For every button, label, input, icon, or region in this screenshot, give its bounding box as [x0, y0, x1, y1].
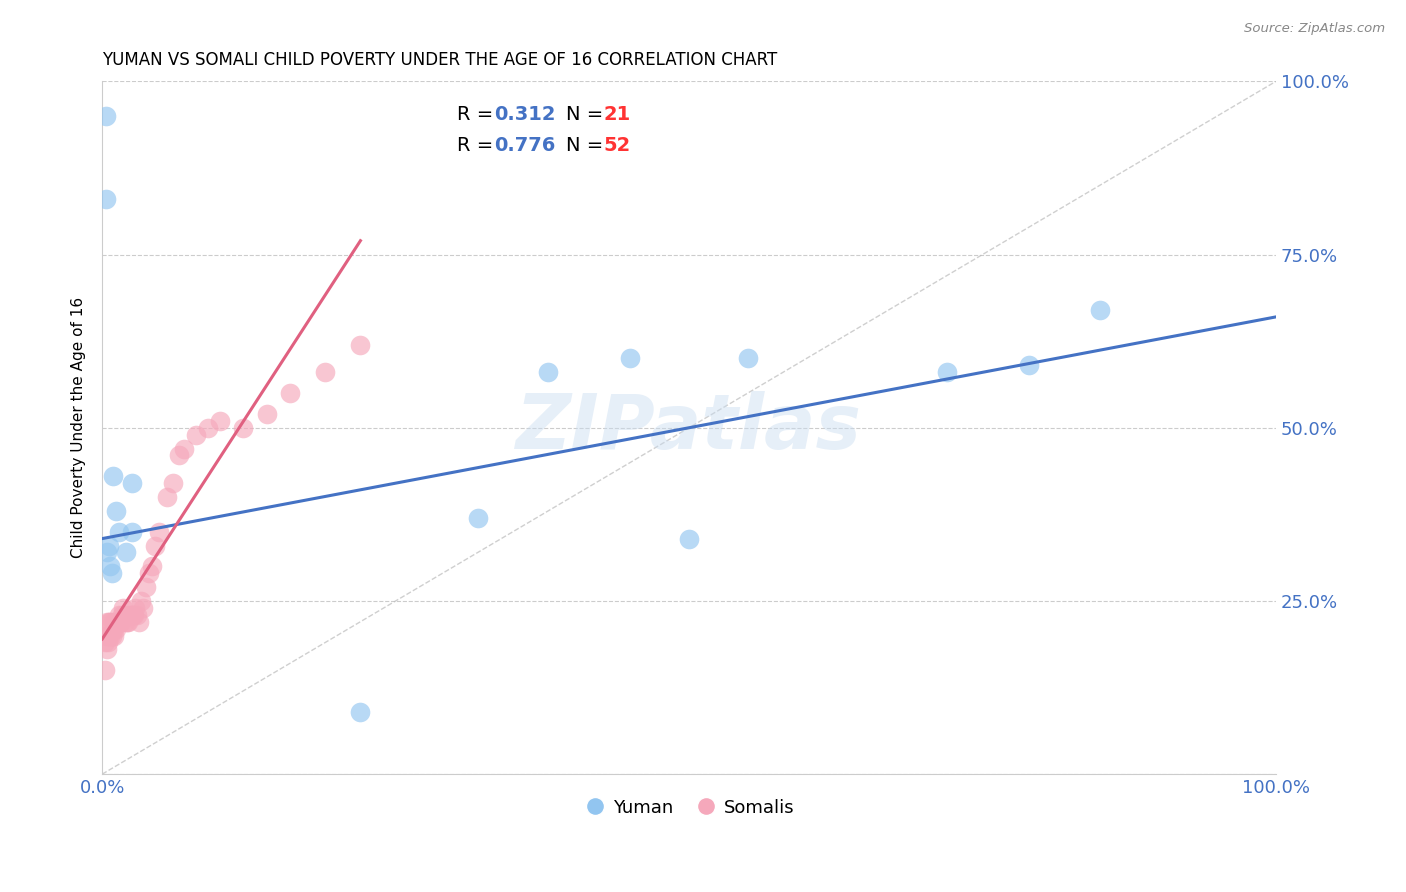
Point	[101, 469, 124, 483]
Point	[1018, 359, 1040, 373]
Point	[537, 365, 560, 379]
Point	[105, 622, 128, 636]
Text: N =: N =	[565, 105, 609, 124]
Point	[100, 629, 122, 643]
Point	[114, 607, 136, 622]
Point	[132, 600, 155, 615]
Point	[135, 580, 157, 594]
Point	[138, 566, 160, 581]
Point	[129, 594, 152, 608]
Point	[110, 615, 132, 629]
Text: 52: 52	[603, 136, 631, 154]
Y-axis label: Child Poverty Under the Age of 16: Child Poverty Under the Age of 16	[72, 297, 86, 558]
Point	[103, 629, 125, 643]
Point	[100, 629, 122, 643]
Point	[114, 545, 136, 559]
Point	[121, 476, 143, 491]
Point	[111, 607, 134, 622]
Point	[314, 365, 336, 379]
Point	[97, 629, 120, 643]
Point	[122, 607, 145, 622]
Point	[197, 421, 219, 435]
Text: ZIPatlas: ZIPatlas	[516, 391, 862, 465]
Point	[121, 524, 143, 539]
Point	[115, 615, 138, 629]
Point	[98, 615, 121, 629]
Point	[148, 524, 170, 539]
Point	[94, 629, 117, 643]
Point	[114, 615, 136, 629]
Point	[232, 421, 254, 435]
Point	[156, 490, 179, 504]
Text: 0.776: 0.776	[495, 136, 555, 154]
Text: 21: 21	[603, 105, 631, 124]
Point	[143, 539, 166, 553]
Point	[467, 510, 489, 524]
Point	[349, 337, 371, 351]
Point	[173, 442, 195, 456]
Point	[100, 559, 122, 574]
Point	[94, 109, 117, 123]
Point	[167, 449, 190, 463]
Point	[208, 414, 231, 428]
Point	[98, 539, 121, 553]
Point	[104, 615, 127, 629]
Point	[1088, 302, 1111, 317]
Point	[278, 386, 301, 401]
Point	[101, 615, 124, 629]
Point	[96, 642, 118, 657]
Legend: Yuman, Somalis: Yuman, Somalis	[576, 791, 801, 824]
Point	[97, 635, 120, 649]
Point	[121, 607, 143, 622]
Point	[107, 615, 129, 629]
Point	[619, 351, 641, 366]
Point	[349, 705, 371, 719]
Point	[112, 600, 135, 615]
Point	[127, 607, 149, 622]
Point	[94, 192, 117, 206]
Text: N =: N =	[565, 136, 609, 154]
Text: R =: R =	[457, 136, 499, 154]
Point	[678, 532, 700, 546]
Point	[120, 607, 142, 622]
Point	[162, 476, 184, 491]
Point	[100, 566, 122, 581]
Text: 0.312: 0.312	[495, 105, 555, 124]
Point	[103, 622, 125, 636]
Text: YUMAN VS SOMALI CHILD POVERTY UNDER THE AGE OF 16 CORRELATION CHART: YUMAN VS SOMALI CHILD POVERTY UNDER THE …	[103, 51, 778, 69]
Point	[737, 351, 759, 366]
Point	[96, 545, 118, 559]
Point	[100, 615, 122, 629]
Point	[93, 635, 115, 649]
Point	[93, 663, 115, 677]
Point	[121, 607, 143, 622]
Point	[128, 615, 150, 629]
Point	[936, 365, 959, 379]
Point	[124, 600, 146, 615]
Text: R =: R =	[457, 105, 499, 124]
Point	[105, 504, 128, 518]
Point	[107, 607, 129, 622]
Text: Source: ZipAtlas.com: Source: ZipAtlas.com	[1244, 22, 1385, 36]
Point	[184, 427, 207, 442]
Point	[117, 615, 139, 629]
Point	[256, 407, 278, 421]
Point	[108, 615, 131, 629]
Point	[96, 615, 118, 629]
Point	[107, 524, 129, 539]
Point	[141, 559, 163, 574]
